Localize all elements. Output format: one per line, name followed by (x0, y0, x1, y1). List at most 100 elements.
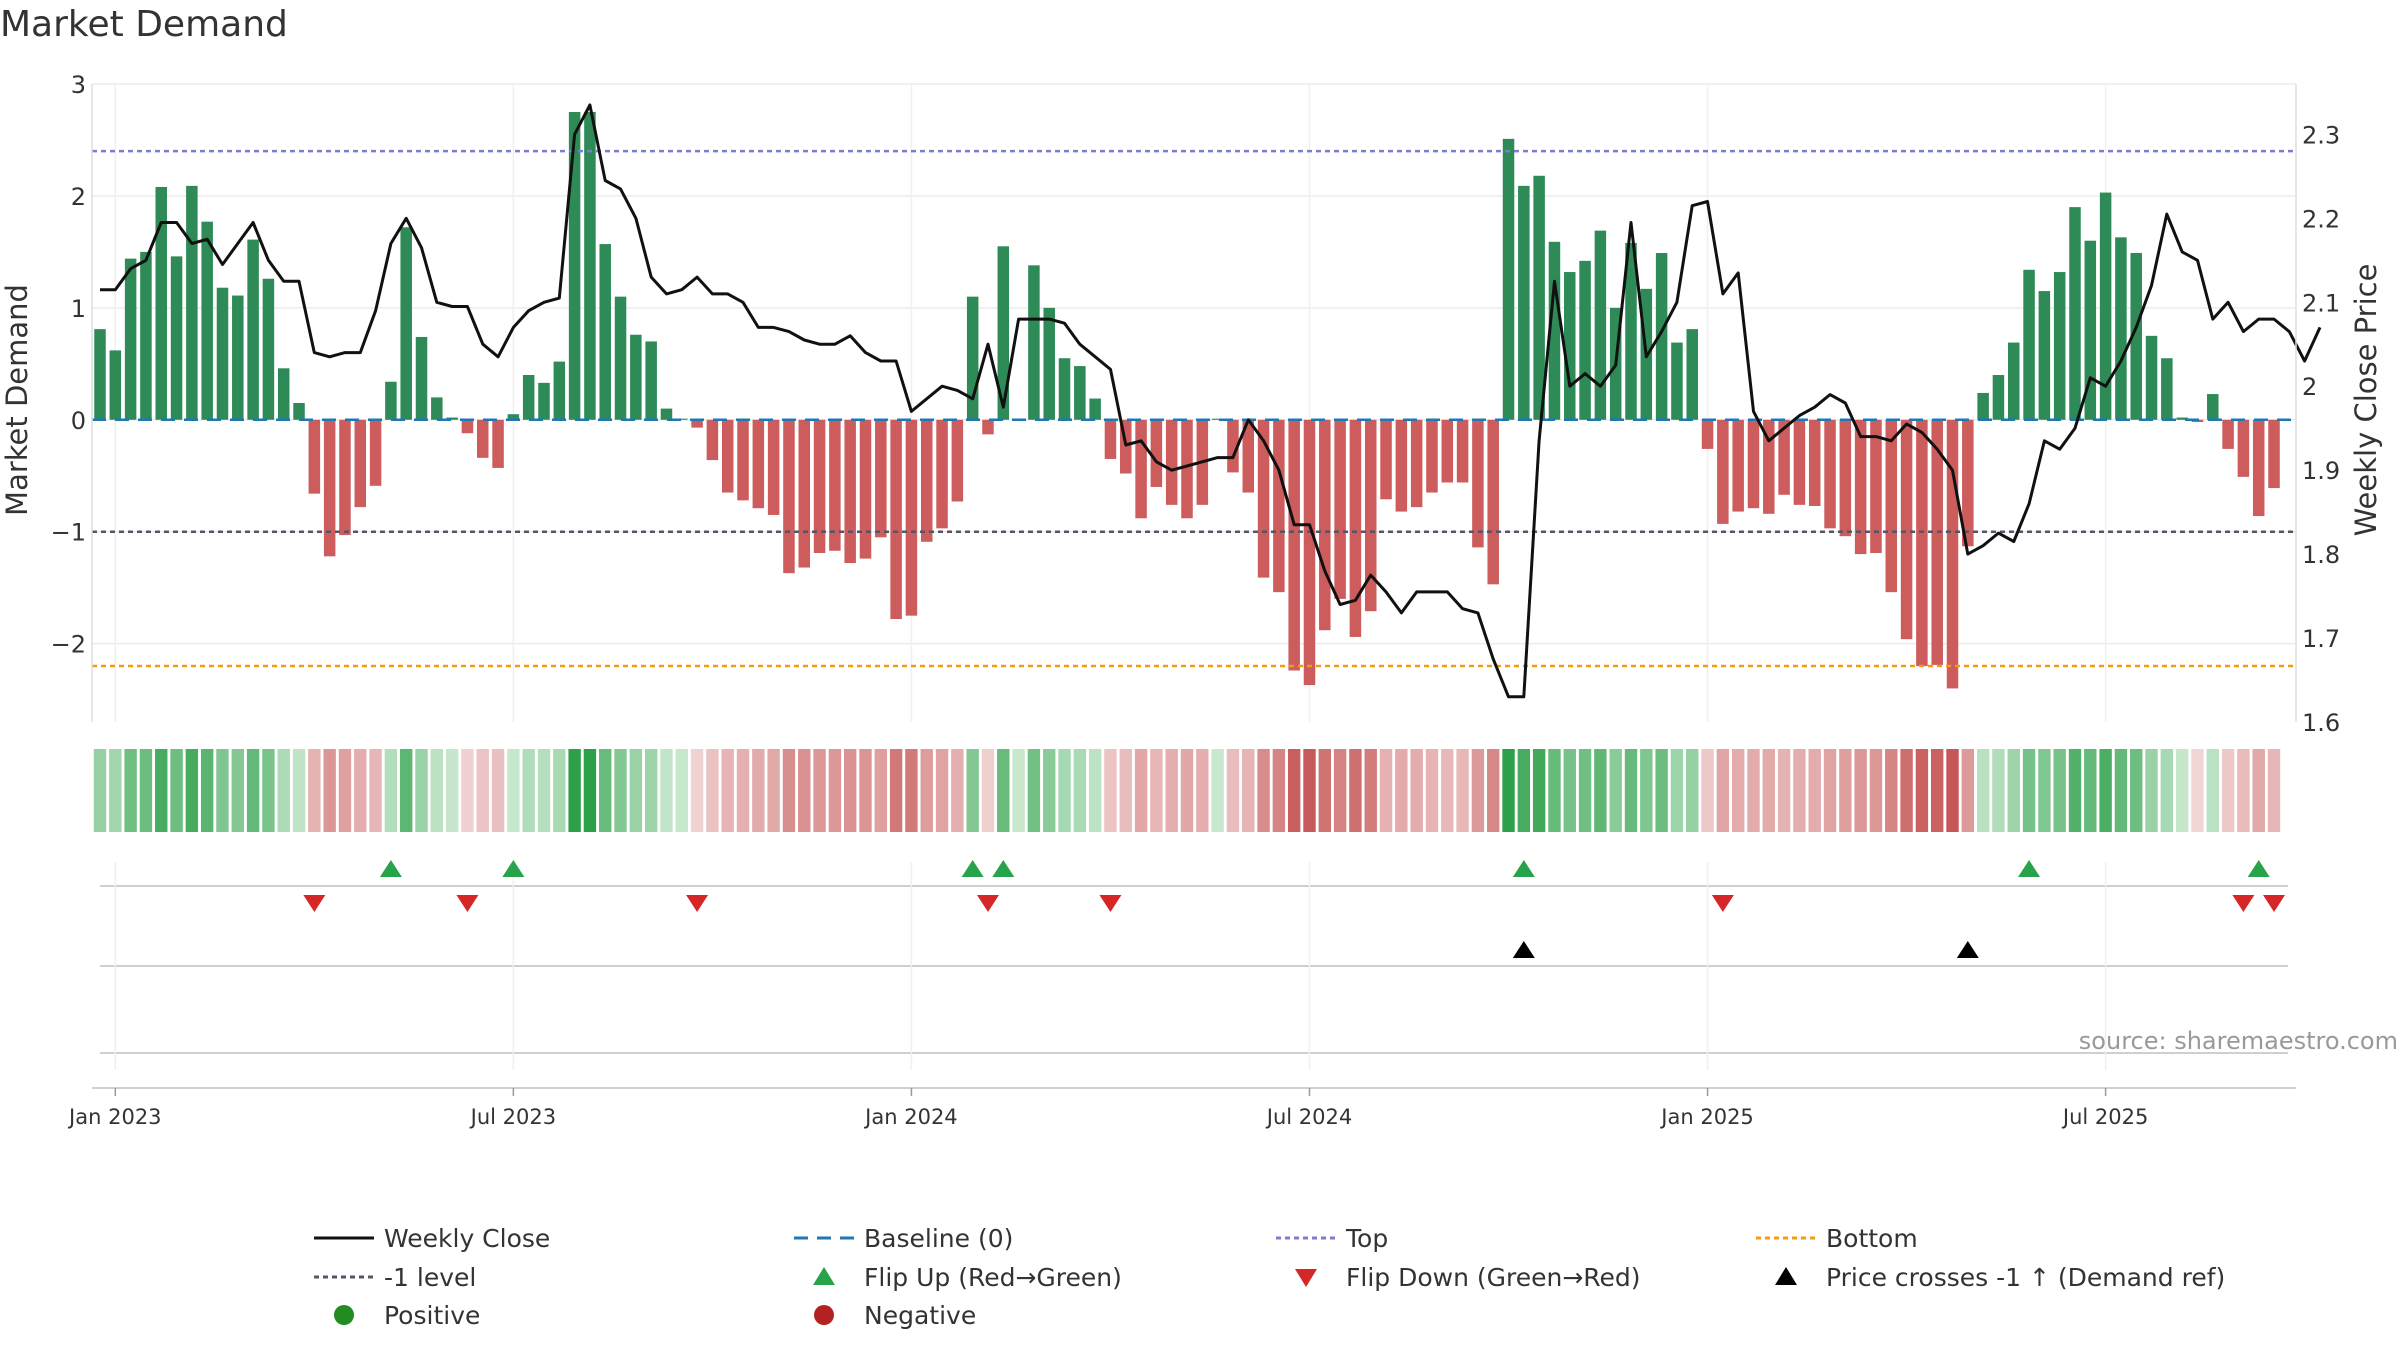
heat-cell (1900, 749, 1913, 832)
legend-label: Baseline (0) (864, 1224, 1013, 1253)
heat-cell (2099, 749, 2112, 832)
heat-cell (1012, 749, 1025, 832)
heat-cell (2068, 749, 2082, 832)
demand-bar (1058, 358, 1071, 420)
demand-bar (1701, 419, 1714, 449)
demand-bar (1778, 419, 1790, 495)
demand-bar (1655, 253, 1668, 420)
flip-up-marker (2018, 860, 2041, 877)
heat-cell (1073, 749, 1087, 832)
heat-cell (507, 749, 520, 832)
heat-cell (1686, 749, 1699, 832)
y2-tick-label: 1.7 (2302, 625, 2340, 653)
demand-bar (1747, 419, 1760, 509)
demand-bar (844, 419, 856, 564)
demand-bar (232, 295, 244, 420)
legend-item-minus-one: -1 level (314, 1263, 476, 1292)
heat-cell (1701, 749, 1714, 832)
demand-bar (813, 419, 826, 553)
heat-cell (216, 749, 229, 832)
heat-cell (1946, 749, 1959, 832)
demand-bar (415, 336, 428, 420)
heat-cell (843, 749, 857, 832)
y-axis-label: Market Demand (0, 284, 34, 516)
heat-cell (1180, 749, 1194, 832)
legend-item-weekly-close: Weekly Close (314, 1224, 550, 1253)
heat-cell (951, 749, 964, 832)
demand-bar (1824, 419, 1836, 529)
heat-cell (1226, 749, 1240, 832)
legend-swatch (1295, 1269, 1317, 1287)
demand-bar (1839, 419, 1852, 537)
demand-bar (369, 419, 382, 486)
y-tick-label: −1 (51, 519, 86, 547)
heat-cell (1425, 749, 1439, 832)
demand-bar (752, 419, 765, 509)
demand-bar (446, 417, 458, 420)
heat-cell (109, 749, 122, 832)
demand-bar (1992, 375, 2005, 420)
heat-cell (1777, 749, 1791, 832)
demand-bar (1962, 419, 1974, 547)
heat-cell (752, 749, 765, 832)
demand-bar (247, 239, 259, 420)
demand-bar (875, 419, 887, 538)
demand-bar (905, 419, 918, 616)
heat-cell (1487, 749, 1500, 832)
demand-bar (1487, 419, 1499, 585)
demand-bar (920, 419, 933, 542)
demand-bar (1380, 419, 1392, 500)
legend-item-top: Top (1276, 1224, 1388, 1253)
heat-cell (1548, 749, 1561, 832)
demand-bar (1931, 419, 1943, 665)
heat-cell (277, 749, 290, 832)
demand-bar (1043, 307, 1055, 420)
heat-cell (1961, 749, 1975, 832)
demand-bar (1303, 419, 1316, 686)
heat-cell (583, 749, 597, 832)
heat-cell (522, 749, 535, 832)
x-tick-label: Jul 2023 (469, 1105, 556, 1129)
demand-bar (277, 368, 290, 420)
demand-bar (966, 296, 979, 420)
heat-cell (1915, 749, 1929, 832)
heat-cell (660, 749, 673, 832)
legend-swatch (334, 1305, 354, 1325)
heat-cell (2053, 749, 2066, 832)
heat-cell (2130, 749, 2143, 832)
legend-label: Positive (384, 1301, 480, 1330)
heat-cell (1303, 749, 1316, 832)
demand-bar (1900, 419, 1913, 640)
demand-bar (2161, 358, 2173, 420)
demand-bar (691, 419, 703, 428)
demand-bar (477, 419, 489, 458)
heat-cell (1088, 749, 1102, 832)
demand-bar (385, 381, 397, 420)
demand-bar (1364, 419, 1377, 612)
legend-label: Top (1345, 1224, 1388, 1253)
heat-cell (1762, 749, 1775, 832)
demand-bar (140, 251, 152, 420)
demand-bar (2084, 240, 2097, 420)
flip-up-marker (992, 860, 1015, 877)
heat-cell (1885, 749, 1898, 832)
heat-cell (2175, 749, 2189, 832)
demand-bar (1548, 241, 1561, 420)
heat-cell (1379, 749, 1393, 832)
y-tick-label: 2 (71, 183, 86, 211)
heat-cell (1058, 749, 1071, 832)
demand-bar (1028, 265, 1040, 420)
heat-cell (354, 749, 367, 832)
demand-bar (829, 419, 841, 551)
demand-bar (339, 419, 351, 536)
chart-title: Market Demand (0, 4, 288, 45)
x-axis: Jan 2023 Jul 2023 Jan 2024 Jul 2024 Jan 2025… (67, 1087, 2296, 1129)
legend-item-flip-down: Flip Down (Green→Red) (1295, 1263, 1641, 1292)
y2-tick-label: 1.8 (2302, 541, 2340, 569)
demand-bar (1808, 419, 1821, 506)
demand-bar (1288, 419, 1300, 671)
demand-bar (431, 397, 443, 420)
demand-bar (1181, 419, 1193, 519)
demand-bar (1441, 419, 1454, 483)
demand-bar (2176, 417, 2188, 420)
